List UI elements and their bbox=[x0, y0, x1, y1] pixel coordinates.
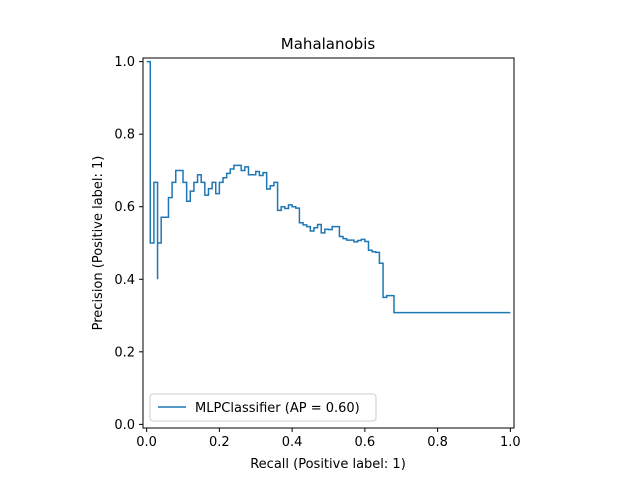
y-tick-label: 1.0 bbox=[114, 55, 135, 70]
x-axis-label: Recall (Positive label: 1) bbox=[250, 457, 406, 472]
y-tick-label: 0.0 bbox=[114, 418, 135, 433]
legend-box bbox=[149, 393, 377, 422]
x-tick-label: 0.8 bbox=[427, 435, 448, 450]
plot-area bbox=[146, 60, 511, 314]
chart-title: Mahalanobis bbox=[281, 35, 376, 53]
y-tick-label: 0.6 bbox=[114, 200, 135, 215]
x-tick-label: 0.4 bbox=[282, 435, 303, 450]
x-tick-label: 1.0 bbox=[500, 435, 521, 450]
y-axis-label: Precision (Positive label: 1) bbox=[91, 156, 106, 331]
y-axis-ticks: 0.0 0.2 0.4 0.6 0.8 1.0 bbox=[114, 55, 143, 433]
pr-curve-line-0 bbox=[146, 60, 511, 314]
axes-frame bbox=[142, 57, 515, 429]
legend-label: MLPClassifier (AP = 0.60) bbox=[195, 401, 360, 416]
y-tick-label: 0.4 bbox=[114, 273, 135, 288]
y-tick-label: 0.2 bbox=[114, 345, 135, 360]
y-tick-label: 0.8 bbox=[114, 128, 135, 143]
x-tick-label: 0.2 bbox=[209, 435, 230, 450]
x-tick-label: 0.0 bbox=[136, 435, 157, 450]
legend: MLPClassifier (AP = 0.60) bbox=[149, 393, 377, 422]
x-tick-label: 0.6 bbox=[355, 435, 376, 450]
x-axis-ticks: 0.0 0.2 0.4 0.6 0.8 1.0 bbox=[136, 428, 521, 450]
